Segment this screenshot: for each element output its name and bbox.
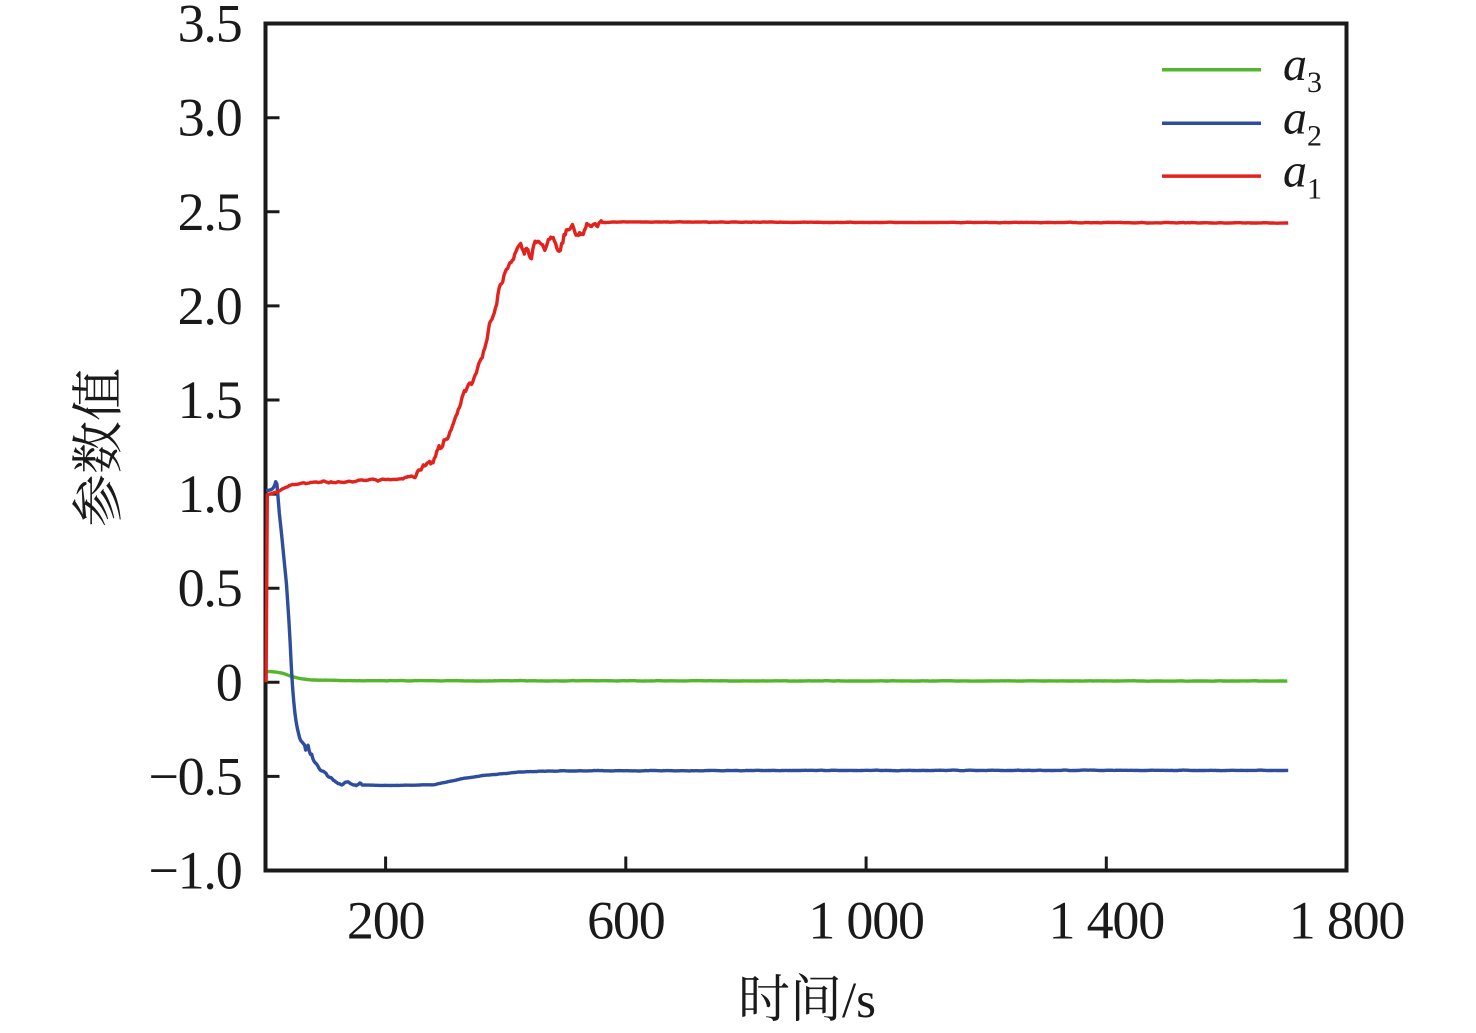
svg-text:1: 1 — [1307, 172, 1322, 205]
svg-text:/s: /s — [842, 973, 876, 1029]
svg-text:3.0: 3.0 — [178, 88, 242, 148]
svg-text:a: a — [1283, 91, 1307, 144]
svg-text:3: 3 — [1307, 66, 1322, 99]
svg-text:0: 0 — [216, 652, 242, 712]
svg-text:2: 2 — [1307, 119, 1322, 152]
svg-text:3.5: 3.5 — [178, 0, 242, 54]
svg-text:a: a — [1283, 38, 1307, 91]
svg-text:600: 600 — [587, 891, 664, 951]
svg-text:−0.5: −0.5 — [148, 746, 241, 806]
svg-text:a: a — [1283, 144, 1307, 197]
svg-text:1.5: 1.5 — [178, 370, 242, 430]
svg-text:1.0: 1.0 — [178, 464, 242, 524]
svg-text:1 000: 1 000 — [808, 891, 924, 951]
svg-text:200: 200 — [347, 891, 424, 951]
svg-text:−1.0: −1.0 — [148, 841, 241, 901]
svg-text:2.0: 2.0 — [178, 276, 242, 336]
svg-text:1 800: 1 800 — [1289, 891, 1405, 951]
svg-text:0.5: 0.5 — [178, 558, 242, 618]
svg-text:2.5: 2.5 — [178, 182, 242, 242]
svg-text:1 400: 1 400 — [1049, 891, 1165, 951]
